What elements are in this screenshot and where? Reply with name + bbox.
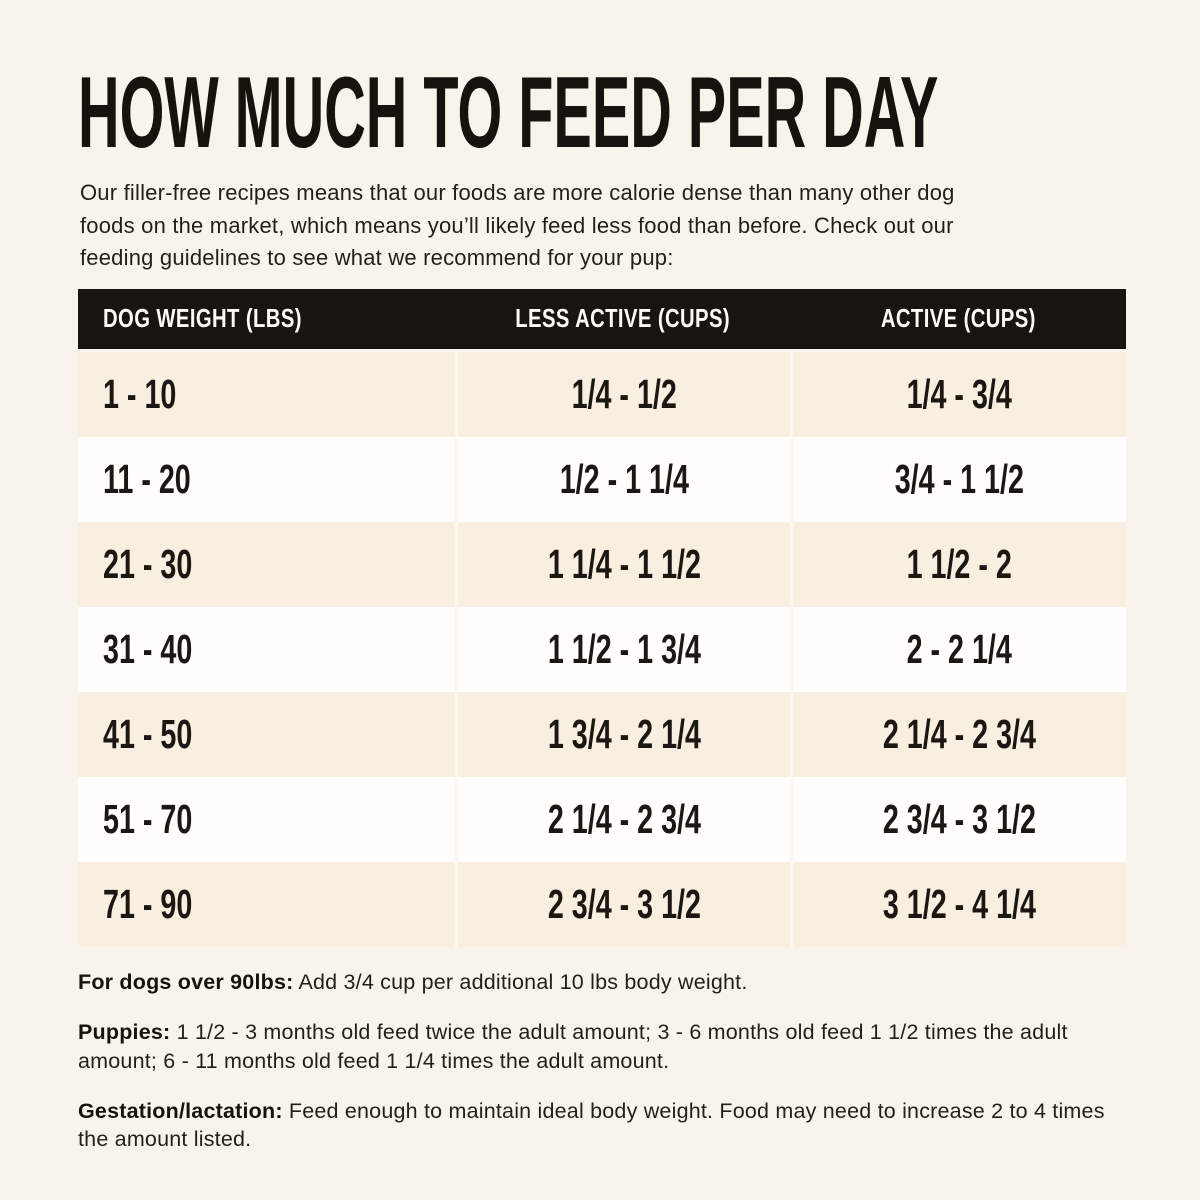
note-label: Puppies:	[78, 1020, 171, 1044]
cell-weight: 41 - 50	[103, 710, 193, 757]
page-title: HOW MUCH TO FEED PER DAY	[78, 62, 1123, 165]
cell-less-active: 1 1/2 - 1 3/4	[455, 606, 790, 692]
cell-weight: 1 - 10	[103, 370, 177, 417]
table-row: 21 - 30 1 1/4 - 1 1/2 1 1/2 - 2	[78, 521, 1126, 607]
cell-active: 2 - 2 1/4	[790, 606, 1126, 692]
table-row: 71 - 90 2 3/4 - 3 1/2 3 1/2 - 4 1/4	[78, 861, 1126, 947]
cell-weight: 21 - 30	[103, 540, 193, 587]
table-row: 31 - 40 1 1/2 - 1 3/4 2 - 2 1/4	[78, 606, 1126, 692]
note-text: Add 3/4 cup per additional 10 lbs body w…	[293, 970, 748, 994]
note-label: Gestation/lactation:	[78, 1098, 283, 1123]
footnotes: For dogs over 90lbs: Add 3/4 cup per add…	[78, 968, 1124, 1154]
page-title-text: HOW MUCH TO FEED PER DAY	[78, 57, 939, 169]
note-text: Feed enough to maintain ideal body weigh…	[78, 1098, 1105, 1152]
cell-active: 1/4 - 3/4	[790, 351, 1126, 437]
cell-less-active: 1/4 - 1/2	[455, 351, 790, 437]
table-header-row: DOG WEIGHT (LBS) LESS ACTIVE (CUPS) ACTI…	[78, 288, 1126, 352]
cell-less-active: 2 3/4 - 3 1/2	[455, 861, 790, 947]
table-row: 51 - 70 2 1/4 - 2 3/4 2 3/4 - 3 1/2	[78, 776, 1126, 862]
cell-weight: 31 - 40	[103, 625, 193, 672]
cell-active: 2 1/4 - 2 3/4	[790, 691, 1126, 777]
cell-less-active: 1 1/4 - 1 1/2	[455, 521, 790, 607]
cell-active: 2 3/4 - 3 1/2	[790, 776, 1126, 862]
cell-less-active: 1/2 - 1 1/4	[455, 436, 790, 522]
page-content: HOW MUCH TO FEED PER DAY Our filler-free…	[78, 62, 1126, 1154]
cell-active: 1 1/2 - 2	[790, 521, 1126, 607]
header-less-active: LESS ACTIVE (CUPS)	[515, 303, 730, 333]
cell-active: 3/4 - 1 1/2	[790, 436, 1126, 522]
note-label: For dogs over 90lbs:	[78, 970, 294, 994]
cell-less-active: 2 1/4 - 2 3/4	[455, 776, 790, 862]
cell-active: 3 1/2 - 4 1/4	[790, 861, 1126, 947]
note-puppies: Puppies: 1 1/2 - 3 months old feed twice…	[78, 1018, 1124, 1075]
cell-weight: 71 - 90	[103, 880, 193, 927]
note-text: 1 1/2 - 3 months old feed twice the adul…	[78, 1020, 1068, 1073]
table-row: 11 - 20 1/2 - 1 1/4 3/4 - 1 1/2	[78, 436, 1126, 522]
cell-weight: 11 - 20	[103, 455, 191, 502]
cell-less-active: 1 3/4 - 2 1/4	[455, 691, 790, 777]
header-active: ACTIVE (CUPS)	[880, 303, 1036, 333]
feeding-table: DOG WEIGHT (LBS) LESS ACTIVE (CUPS) ACTI…	[78, 288, 1126, 947]
cell-weight: 51 - 70	[103, 795, 193, 842]
note-over-90lbs: For dogs over 90lbs: Add 3/4 cup per add…	[78, 968, 1124, 997]
intro-paragraph: Our filler-free recipes means that our f…	[80, 180, 955, 270]
header-dog-weight: DOG WEIGHT (LBS)	[103, 303, 302, 333]
table-row: 41 - 50 1 3/4 - 2 1/4 2 1/4 - 2 3/4	[78, 691, 1126, 777]
table-row: 1 - 10 1/4 - 1/2 1/4 - 3/4	[78, 351, 1126, 437]
note-gestation: Gestation/lactation: Feed enough to main…	[78, 1097, 1124, 1154]
